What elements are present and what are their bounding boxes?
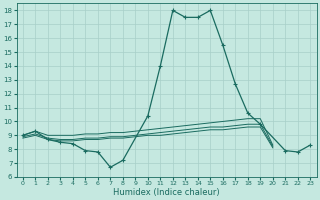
X-axis label: Humidex (Indice chaleur): Humidex (Indice chaleur) (113, 188, 220, 197)
